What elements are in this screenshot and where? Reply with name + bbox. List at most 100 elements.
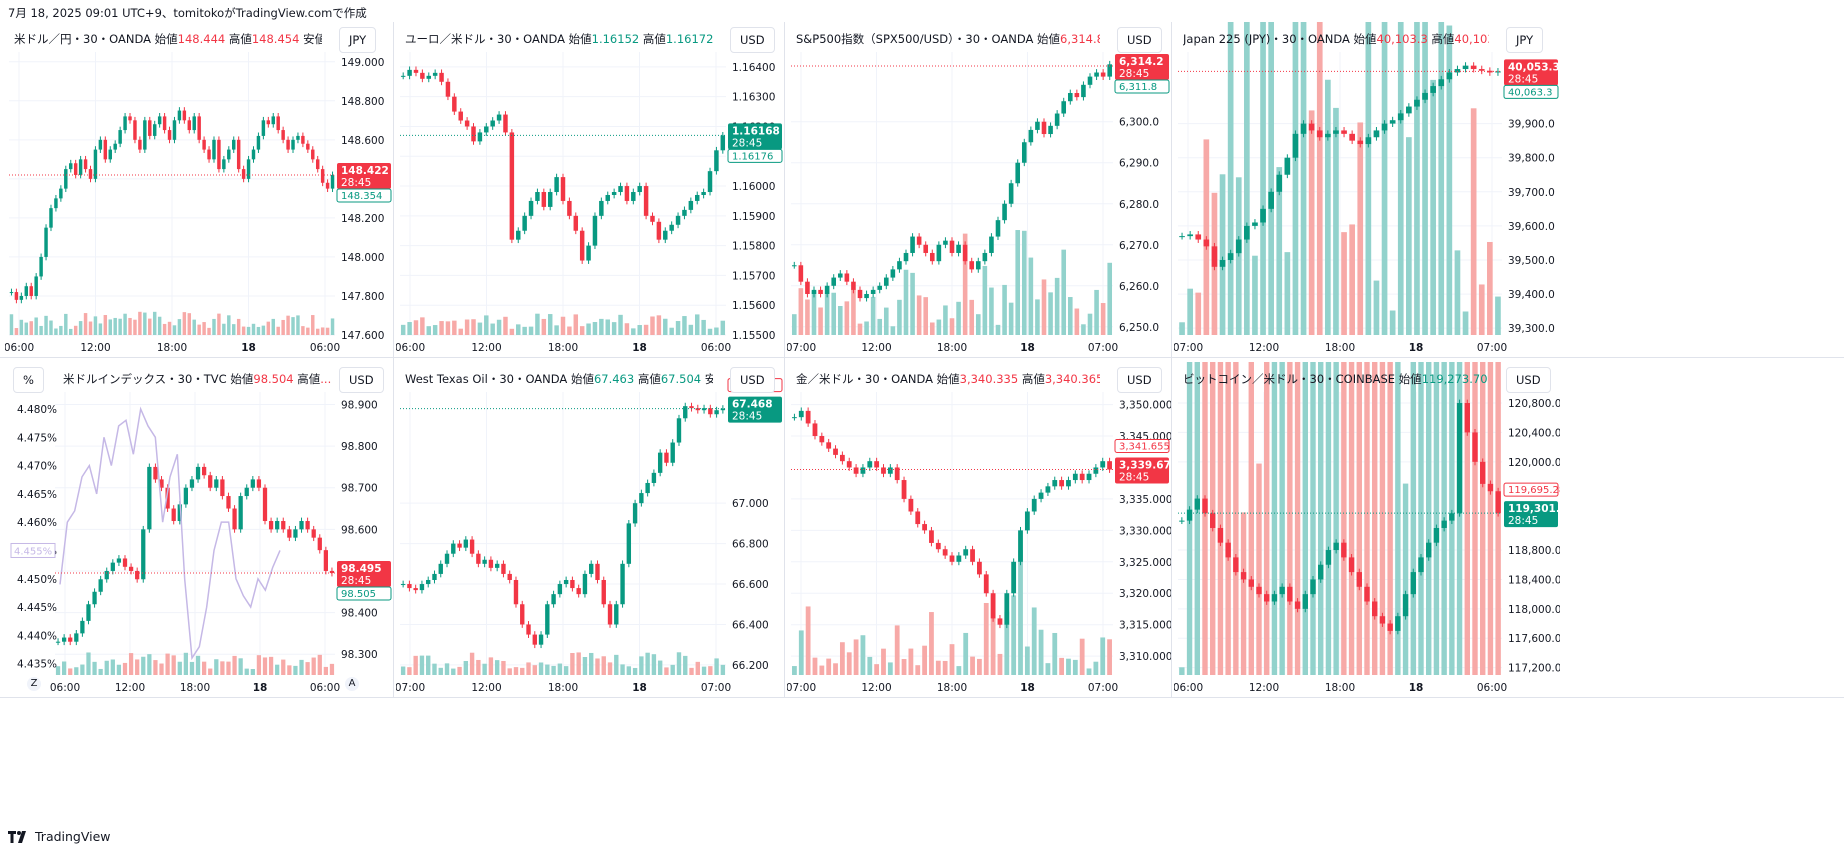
candle-body: [1397, 113, 1404, 121]
chart-canvas[interactable]: 120,800.00 120,400.00 120,000.00 118,800.00…: [1174, 362, 1560, 697]
chart-panel-5[interactable]: 98.90098.80098.70098.60098.50098.40098.3…: [5, 362, 393, 697]
chart-panel-1[interactable]: 149.000148.800148.600148.400148.200148.0…: [5, 22, 393, 357]
volume-bar: [507, 668, 512, 675]
candle-body: [1219, 259, 1226, 267]
x-tick-label: 18: [1409, 342, 1424, 354]
volume-bar: [241, 326, 246, 335]
volume-bar: [1219, 174, 1226, 335]
x-tick-label: 12:00: [115, 682, 145, 694]
candle-body: [122, 558, 128, 567]
chart-panel-3[interactable]: 6,300.0 6,290.0 6,280.0 6,270.0 6,260.0 6,250…: [787, 22, 1171, 357]
volume-bar: [1478, 284, 1485, 335]
candle-body: [189, 479, 195, 488]
footer-brand[interactable]: TradingView: [8, 829, 111, 844]
volume-bar: [1004, 611, 1010, 675]
volume-bar: [1187, 288, 1193, 335]
candle-body: [682, 209, 687, 216]
volume-bar: [306, 327, 310, 335]
candle-body: [1356, 572, 1362, 587]
zoom-reset-button[interactable]: Z: [27, 677, 41, 691]
candle-body: [159, 479, 164, 488]
x-tick-label: 18:00: [937, 682, 967, 694]
chart-panel-6[interactable]: 67.000 66.800 66.600 66.400 66.200 07:00 12:00…: [396, 362, 784, 697]
candle-body: [1015, 162, 1021, 184]
chart-canvas[interactable]: 1.164001.163001.162001.161001.160001.159…: [396, 22, 784, 357]
currency-button[interactable]: USD: [1117, 367, 1162, 393]
candle-body: [256, 479, 262, 488]
candle-body: [212, 139, 216, 160]
x-tick-label: 12:00: [861, 682, 891, 694]
candle-body: [69, 163, 73, 170]
candle-body: [1308, 123, 1315, 131]
volume-bar: [819, 665, 825, 675]
secondary-price-box: [727, 148, 783, 163]
chart-panel-2[interactable]: 1.164001.163001.162001.161001.160001.159…: [396, 22, 784, 357]
candle-body: [579, 230, 585, 261]
volume-bar: [701, 666, 707, 675]
volume-bar: [457, 666, 462, 675]
candle-body: [975, 261, 981, 270]
chart-panel-8[interactable]: 120,800.00 120,400.00 120,000.00 118,800.00…: [1174, 362, 1560, 697]
volume-bar: [162, 323, 167, 335]
currency-button[interactable]: USD: [730, 27, 775, 53]
currency-button[interactable]: USD: [730, 367, 775, 393]
x-tick-label: 12:00: [1249, 682, 1279, 694]
candle-body: [19, 295, 24, 300]
candle-body: [595, 563, 600, 580]
candle-body: [507, 573, 512, 580]
high-label: 高値: [297, 372, 321, 386]
candle-body: [949, 240, 955, 253]
chart-canvas[interactable]: 6,300.0 6,290.0 6,280.0 6,270.0 6,260.0 6,250…: [787, 22, 1171, 357]
volume-bar: [1021, 230, 1027, 335]
x-tick-label: 12:00: [80, 342, 110, 354]
volume-bar: [582, 657, 588, 675]
chart-panel-4[interactable]: 39,900.0 39,800.0 39,700.0 39,600.0 39,500.0…: [1174, 22, 1560, 357]
currency-button[interactable]: USD: [1506, 367, 1551, 393]
volume-bar: [870, 296, 876, 335]
candle-body: [152, 124, 157, 136]
volume-bar: [39, 325, 43, 335]
chart-canvas[interactable]: 98.90098.80098.70098.60098.50098.40098.3…: [5, 362, 393, 697]
x-tick-label: 06:00: [310, 682, 340, 694]
candle-body: [1004, 593, 1010, 625]
candle-body: [451, 543, 456, 554]
currency-button[interactable]: USD: [339, 367, 384, 393]
volume-bar: [707, 328, 713, 335]
currency-button[interactable]: JPY: [1506, 27, 1544, 53]
x-tick-label: 07:00: [787, 682, 816, 694]
chart-canvas[interactable]: 3,350.0003,345.0003,335.0003,330.0003,32…: [787, 362, 1171, 697]
percent-scale-button[interactable]: %: [13, 367, 44, 393]
chart-panel-7[interactable]: 3,350.000 3,345.000 3,335.000 3,330.000 3,32…: [787, 362, 1171, 697]
volume-bar: [1008, 302, 1014, 335]
high-value: 1.16172: [665, 32, 713, 46]
x-tick-label: 06:00: [1477, 682, 1507, 694]
auto-scale-button[interactable]: A: [345, 677, 359, 691]
left-y-tick-label: 4.445%: [17, 602, 57, 614]
candle-body: [970, 549, 975, 562]
open-label: 始値: [154, 32, 178, 46]
candle-body: [916, 236, 922, 245]
volume-bar: [400, 666, 406, 675]
candle-body: [80, 620, 85, 634]
volume-bar: [611, 322, 617, 335]
secondary-price-label: 40,063.3: [1508, 87, 1553, 98]
candle-body: [1294, 601, 1301, 609]
x-tick-label: 18:00: [157, 342, 187, 354]
volume-bar: [1292, 22, 1299, 335]
volume-bar: [1325, 79, 1331, 335]
volume-bar: [949, 644, 955, 675]
volume-bar: [963, 632, 969, 675]
volume-bar: [458, 328, 463, 335]
candle-body: [1287, 586, 1293, 602]
left-y-tick-label: 4.480%: [17, 404, 57, 416]
chart-canvas[interactable]: 39,900.0 39,800.0 39,700.0 39,600.0 39,500.0…: [1174, 22, 1560, 357]
chart-canvas[interactable]: 149.000148.800148.600148.400148.200148.0…: [5, 22, 393, 357]
y-tick-label: 148.600: [341, 135, 384, 147]
currency-button[interactable]: JPY: [339, 27, 377, 53]
candle-body: [887, 467, 893, 474]
currency-button[interactable]: USD: [1117, 27, 1162, 53]
candle-body: [1372, 601, 1378, 617]
candle-body: [683, 406, 688, 419]
candle-body: [217, 139, 221, 170]
